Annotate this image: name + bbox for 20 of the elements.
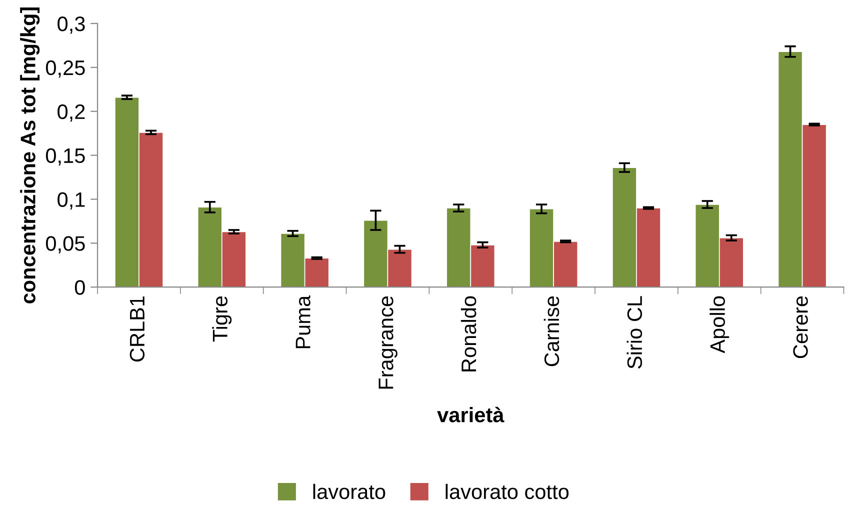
y-tick-label: 0	[74, 280, 85, 295]
y-tick-label: 0,1	[58, 192, 85, 210]
x-tick-label: Puma	[296, 295, 310, 348]
x-axis-title: varietà	[437, 406, 504, 422]
x-tick-label: CRLB1	[130, 296, 145, 362]
legend-label: lavorato cotto	[446, 484, 569, 500]
y-tick-label: 0,15	[46, 148, 85, 166]
y-tick-label: 0,25	[46, 60, 85, 78]
y-axis-title: concentrazione As tot [mg/kg]	[20, 8, 40, 304]
x-tick-label: Ronaldo	[460, 296, 476, 372]
y-tick-label: 0,05	[46, 236, 85, 254]
x-tick-label: Apollo	[710, 296, 730, 354]
x-tick-label: Carnise	[544, 296, 560, 366]
y-tick-label: 0,3	[58, 16, 85, 34]
x-tick-label: Sirio CL	[626, 296, 642, 369]
x-tick-label: Tigre	[212, 296, 232, 342]
x-tick-label: Cerere	[793, 296, 808, 358]
legend-label: lavorato	[313, 484, 386, 500]
y-tick-label: 0,2	[58, 104, 85, 122]
x-tick-label: Fragrance	[378, 296, 398, 389]
